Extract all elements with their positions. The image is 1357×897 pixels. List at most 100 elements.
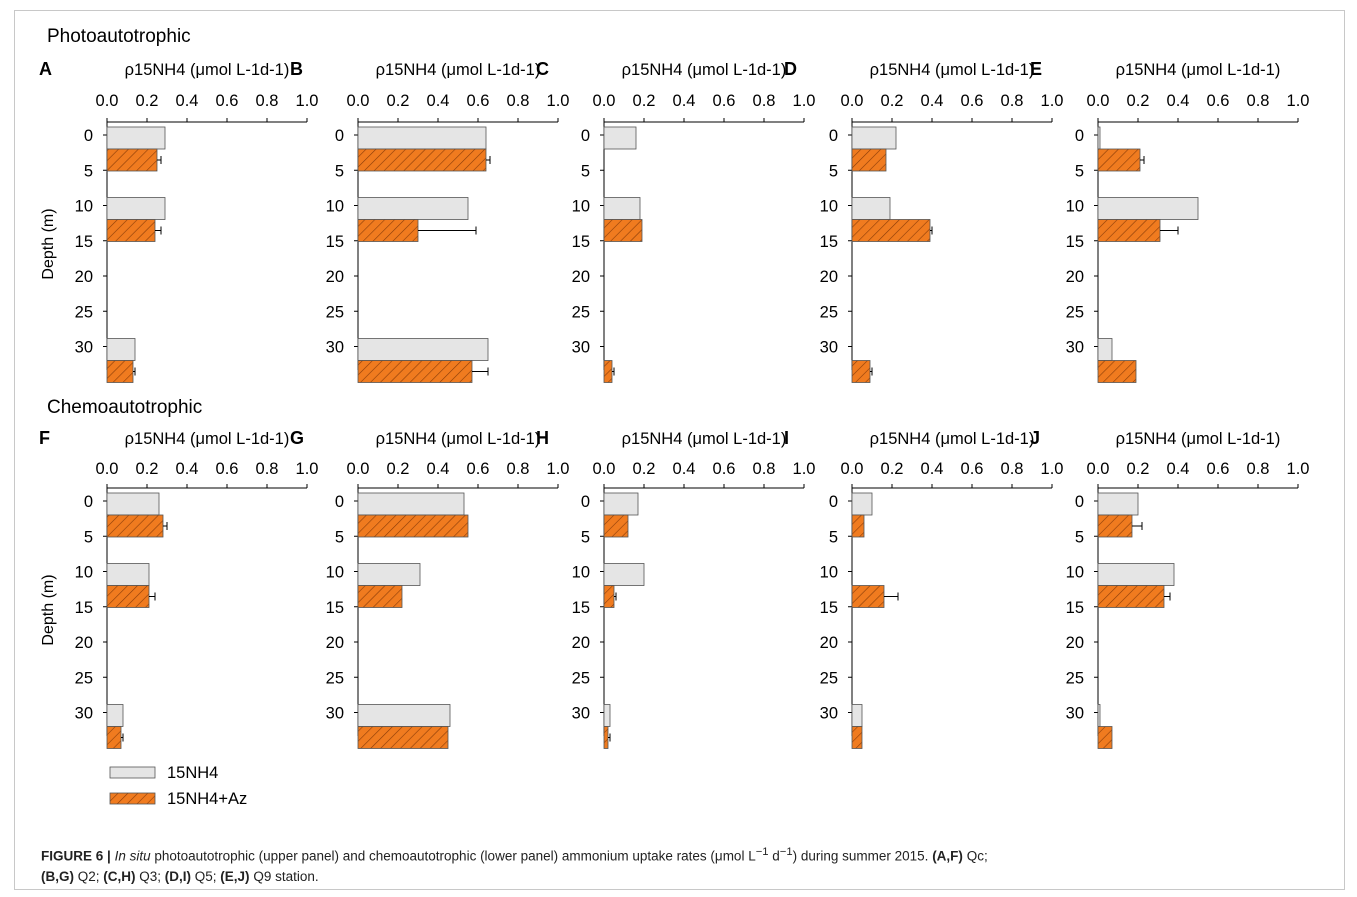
y-tick-label: 20: [326, 634, 344, 652]
x-tick-label: 0.4: [921, 92, 944, 110]
y-tick-label: 10: [1066, 564, 1084, 582]
bar-15nh4-az-depth-10: [603, 585, 615, 608]
bar-15nh4-depth-10: [106, 563, 150, 586]
caption-sup-2: −1: [779, 846, 793, 858]
y-tick-label: 15: [572, 233, 590, 251]
x-tick-label: 1.0: [547, 460, 570, 478]
y-tick-label: 10: [75, 564, 93, 582]
x-tick-label: 0.6: [467, 460, 490, 478]
y-tick-label: 20: [820, 268, 838, 286]
y-tick-label: 20: [1066, 268, 1084, 286]
y-tick-label: 5: [1075, 162, 1084, 180]
panel-label-b: B: [290, 59, 303, 79]
x-tick-label: 0.2: [136, 92, 159, 110]
x-tick-label: 0.4: [176, 460, 199, 478]
x-tick-label: 0.8: [507, 92, 530, 110]
y-tick-label: 20: [820, 634, 838, 652]
panel-label-g: G: [290, 428, 304, 448]
y-tick-label: 10: [572, 198, 590, 216]
bar-15nh4-az-depth-0: [357, 148, 487, 172]
bar-15nh4-depth-10: [106, 197, 166, 220]
caption-text-1: photoautotrophic (upper panel) and chemo…: [150, 848, 756, 864]
caption-text-2: d: [768, 848, 780, 864]
panel-label-e: E: [1030, 59, 1042, 79]
y-tick-label: 30: [572, 339, 590, 357]
bar-15nh4-depth-10: [357, 197, 469, 220]
bar-15nh4-depth-0: [851, 126, 897, 150]
bar-15nh4-az-depth-30: [106, 360, 134, 383]
bar-15nh4-depth-0: [603, 492, 639, 516]
y-tick-label: 20: [326, 268, 344, 286]
bar-15nh4-depth-0: [357, 126, 487, 150]
figure-frame: [14, 10, 1345, 890]
y-tick-label: 0: [335, 493, 344, 511]
x-tick-label: 0.2: [881, 460, 904, 478]
bar-15nh4-az-depth-0: [106, 148, 158, 172]
bar-15nh4-az-depth-0: [1097, 514, 1133, 538]
bar-15nh4-az-depth-30: [357, 726, 449, 749]
caption-qc: Qc;: [962, 848, 988, 864]
legend-label-15nh4: 15NH4: [167, 764, 218, 782]
bar-15nh4-az-depth-30: [603, 726, 609, 749]
x-tick-label: 0.4: [427, 460, 450, 478]
bar-15nh4-depth-30: [357, 704, 451, 727]
y-tick-label: 30: [1066, 339, 1084, 357]
y-tick-label: 25: [820, 303, 838, 321]
bar-15nh4-depth-0: [106, 126, 166, 150]
y-tick-label: 0: [1075, 127, 1084, 145]
y-tick-label: 5: [829, 528, 838, 546]
legend-label-15nh4-az: 15NH4+Az: [167, 790, 247, 808]
y-tick-label: 0: [829, 127, 838, 145]
y-tick-label: 30: [820, 339, 838, 357]
y-tick-label: 5: [335, 162, 344, 180]
x-tick-label: 0.2: [136, 460, 159, 478]
x-tick-label: 0.0: [1087, 92, 1110, 110]
y-tick-label: 10: [326, 564, 344, 582]
x-tick-label: 0.0: [96, 460, 119, 478]
x-tick-label: 0.0: [347, 92, 370, 110]
bar-15nh4-az-depth-10: [851, 585, 885, 608]
y-tick-label: 10: [326, 198, 344, 216]
section-title-chemoautotrophic: Chemoautotrophic: [47, 397, 202, 418]
x-axis-title: ρ15NH4 (μmol L-1d-1): [125, 61, 290, 79]
bar-15nh4-az-depth-30: [1097, 360, 1137, 383]
y-tick-label: 5: [84, 528, 93, 546]
x-tick-label: 0.2: [881, 92, 904, 110]
y-tick-label: 10: [75, 198, 93, 216]
y-tick-label: 15: [820, 233, 838, 251]
x-tick-label: 0.6: [713, 92, 736, 110]
x-tick-label: 0.6: [467, 92, 490, 110]
legend-swatch-15nh4: [109, 766, 156, 779]
x-tick-label: 0.8: [753, 460, 776, 478]
bar-15nh4-az-depth-30: [106, 726, 122, 749]
section-title-photoautotrophic: Photoautotrophic: [47, 26, 191, 47]
caption-q5: Q5;: [191, 868, 221, 884]
bar-15nh4-depth-10: [1097, 563, 1175, 586]
x-axis-title: ρ15NH4 (μmol L-1d-1): [376, 430, 541, 448]
x-tick-label: 0.2: [1127, 92, 1150, 110]
x-tick-label: 0.0: [593, 460, 616, 478]
y-tick-label: 0: [581, 493, 590, 511]
y-tick-label: 0: [1075, 493, 1084, 511]
x-tick-label: 0.8: [1247, 460, 1270, 478]
bar-15nh4-depth-10: [1097, 197, 1199, 220]
bar-15nh4-az-depth-10: [603, 219, 643, 242]
bar-15nh4-depth-30: [851, 704, 863, 727]
y-tick-label: 15: [1066, 233, 1084, 251]
bar-15nh4-az-depth-10: [851, 219, 931, 242]
legend-swatch-15nh4-az: [109, 792, 156, 805]
x-axis-title: ρ15NH4 (μmol L-1d-1): [622, 430, 787, 448]
x-tick-label: 1.0: [1041, 460, 1064, 478]
bar-15nh4-depth-0: [106, 492, 160, 516]
bar-15nh4-depth-0: [603, 126, 637, 150]
x-tick-label: 1.0: [296, 92, 319, 110]
x-tick-label: 0.0: [347, 460, 370, 478]
y-tick-label: 10: [572, 564, 590, 582]
y-tick-label: 30: [1066, 705, 1084, 723]
x-tick-label: 0.4: [673, 460, 696, 478]
bar-15nh4-depth-0: [1097, 126, 1101, 150]
caption-q9: Q9 station.: [249, 868, 319, 884]
y-tick-label: 15: [820, 599, 838, 617]
x-tick-label: 0.6: [713, 460, 736, 478]
